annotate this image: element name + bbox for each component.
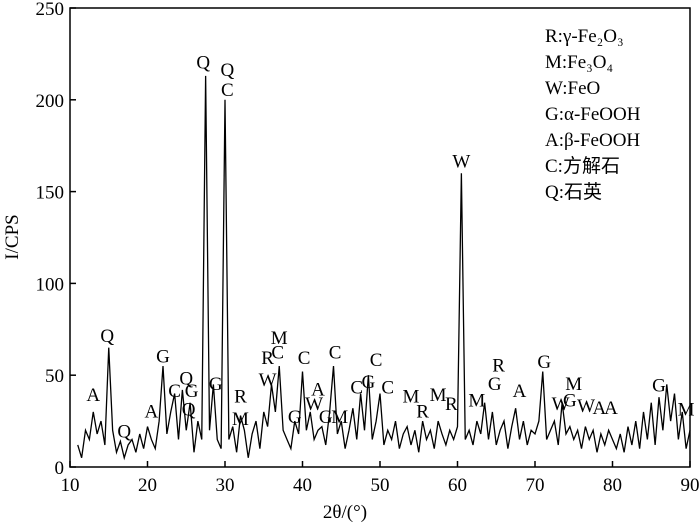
legend-entry: M:Fe₃O₄ — [545, 52, 613, 73]
peak-label: C — [370, 350, 383, 371]
peak-label: M — [565, 374, 582, 395]
peak-label: M — [271, 328, 288, 349]
peak-label: M — [232, 409, 249, 430]
peak-label: R — [416, 401, 429, 422]
legend-entry: G:α-FeOOH — [545, 104, 641, 125]
legend-entry: R:γ-Fe₂O₃ — [545, 26, 624, 47]
peak-label: C — [381, 378, 394, 399]
peak-label: A — [86, 385, 100, 406]
legend-entry: Q:石英 — [545, 181, 602, 203]
peak-label: Q — [179, 368, 193, 389]
peak-label: A — [592, 398, 606, 419]
peak-label: A — [145, 401, 159, 422]
x-axis-label: 2θ/(°) — [323, 502, 367, 523]
x-tick-label: 90 — [681, 475, 700, 496]
peak-label: M — [331, 407, 348, 428]
peak-label: A — [604, 398, 618, 419]
legend-entry: W:FeO — [545, 78, 600, 99]
peak-label: W — [577, 396, 595, 417]
peak-label: M — [678, 400, 695, 421]
peak-label: W — [259, 370, 277, 391]
peak-label: G — [362, 372, 376, 393]
peak-label: G — [288, 407, 302, 428]
peak-label: R — [492, 356, 505, 377]
y-tick-label: 150 — [36, 183, 65, 204]
peak-label: G — [488, 374, 502, 395]
peak-label: R — [445, 394, 458, 415]
peak-label: G — [563, 390, 577, 411]
peak-label: C — [329, 343, 342, 364]
legend-entry: A:β-FeOOH — [545, 130, 640, 151]
x-tick-label: 70 — [526, 475, 545, 496]
peak-label: Q — [182, 400, 196, 421]
peak-label: C — [350, 378, 363, 399]
peak-label: A — [311, 379, 325, 400]
peak-label: A — [513, 381, 527, 402]
peak-label: G — [185, 381, 199, 402]
legend-entry: C:方解石 — [545, 155, 620, 177]
peak-label: M — [468, 390, 485, 411]
peak-label: W — [552, 394, 570, 415]
peak-label: Q — [117, 422, 131, 443]
peak-label: M — [430, 385, 447, 406]
x-tick-label: 30 — [216, 475, 235, 496]
peak-label: C — [271, 343, 284, 364]
peak-label: G — [537, 352, 551, 373]
x-tick-label: 80 — [603, 475, 622, 496]
peak-label: G — [319, 407, 333, 428]
peak-label: G — [209, 374, 223, 395]
peak-label: C — [298, 348, 311, 369]
y-axis-label: I/CPS — [2, 214, 23, 259]
peak-label: G — [652, 376, 666, 397]
y-tick-label: 50 — [45, 366, 64, 387]
x-tick-label: 40 — [293, 475, 312, 496]
xrd-line — [77, 75, 691, 461]
x-tick-label: 10 — [61, 475, 80, 496]
peak-label: R — [261, 348, 274, 369]
peak-label: R — [234, 387, 247, 408]
x-tick-label: 50 — [371, 475, 390, 496]
peak-label: C — [168, 381, 181, 402]
peak-label: C — [221, 80, 234, 101]
y-tick-label: 0 — [55, 458, 65, 479]
peak-label: M — [403, 387, 420, 408]
y-tick-label: 100 — [36, 274, 65, 295]
x-tick-label: 20 — [138, 475, 157, 496]
x-tick-label: 60 — [448, 475, 467, 496]
peak-label: Q — [196, 53, 210, 74]
peak-label: Q — [220, 60, 234, 81]
peak-label: G — [156, 346, 170, 367]
peak-label: W — [452, 152, 470, 173]
y-tick-label: 250 — [36, 0, 65, 20]
peak-label: W — [305, 394, 323, 415]
peak-label: Q — [100, 326, 114, 347]
y-tick-label: 200 — [36, 91, 65, 112]
